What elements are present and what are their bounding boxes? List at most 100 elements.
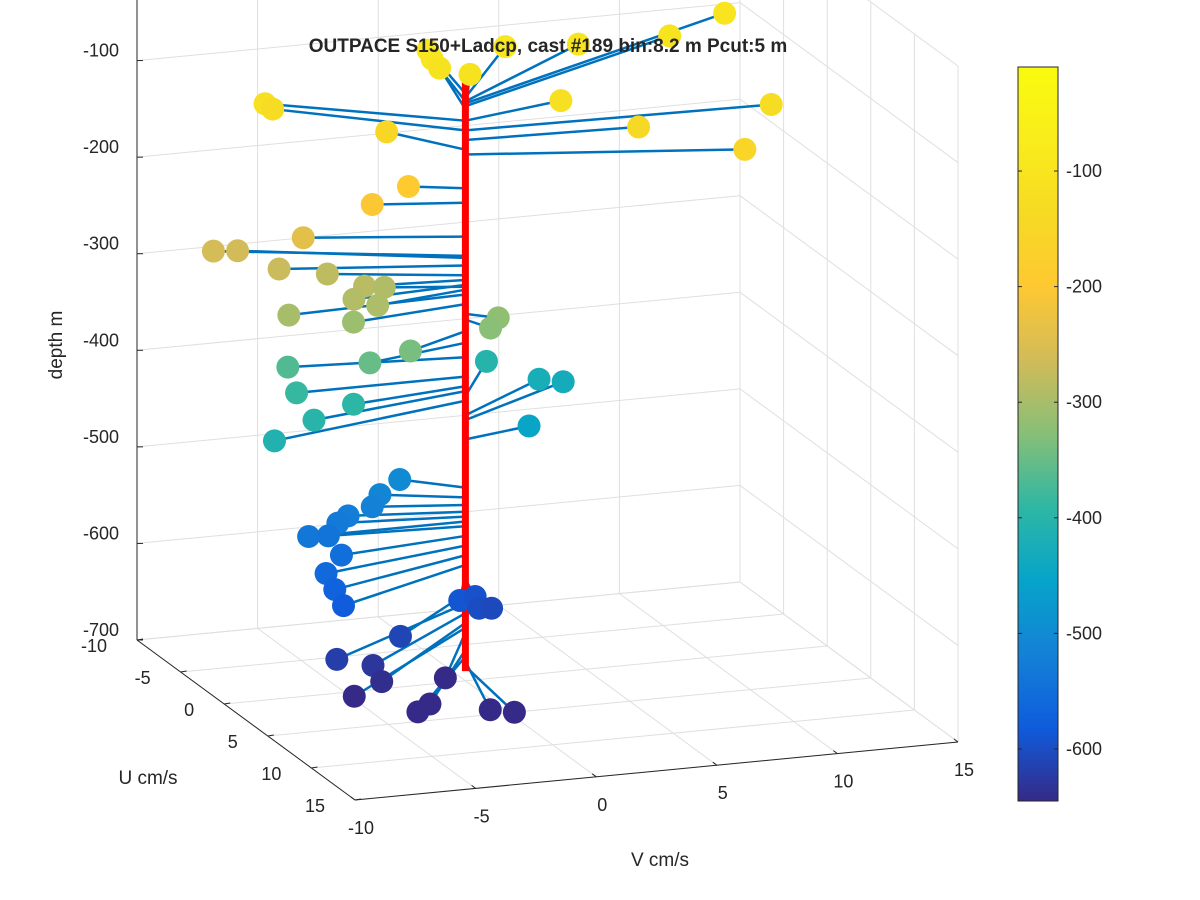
u-tick-labels: -10 -5 0 5 10 15 [81,636,325,816]
velocity-stem [465,148,745,156]
grid-line [180,613,784,673]
data-point [517,414,541,438]
velocity-stem [465,99,562,122]
data-point [267,257,291,281]
data-point [342,684,366,708]
data-point [433,666,457,690]
grid-line [739,485,959,646]
data-point [316,524,340,548]
grid-line [867,0,959,67]
data-point [277,303,301,327]
grid-line [619,593,838,755]
colorbar: -100 -200 -300 -400 -500 -600 [1017,66,1102,802]
data-point [315,262,339,286]
y-tick [267,734,274,737]
depth-tick-label: -600 [83,523,119,543]
data-point [342,287,366,311]
grid-line [498,604,718,766]
data-point [375,120,399,144]
data-point [276,355,300,379]
u-tick-label: -5 [135,668,151,688]
data-point [396,175,420,199]
velocity-stem [279,264,466,271]
data-point [360,495,384,519]
velocity-stem [372,201,466,206]
y-tick [180,670,187,673]
data-point [388,467,412,491]
x-tick [712,761,718,766]
data-point [474,349,498,373]
v-tick-label: 0 [597,795,607,815]
data-point [342,310,366,334]
velocity-stem [334,554,466,591]
velocity-stem [465,103,772,132]
v-tick-label: -5 [474,806,490,826]
data-point [360,192,384,216]
grid-line [257,627,476,789]
velocity-stem [337,515,466,525]
axes-box [136,0,959,801]
grid-line [377,616,597,778]
data-point [332,594,355,618]
velocity-stem [379,493,466,499]
grid-line [739,195,959,357]
v-tick-label: -10 [348,818,374,838]
u-tick-label: 5 [228,732,238,752]
velocity-stem [386,130,466,151]
colorbar-tick-label: -500 [1066,623,1102,643]
depth-tick-label: -500 [83,427,119,447]
velocity-stem [372,612,467,667]
grid-line [739,388,959,550]
velocity-stem [353,385,466,406]
data-point [291,226,315,250]
velocity-stem [343,563,466,607]
data-point [285,381,309,405]
velocity-stem [341,534,466,557]
data-point [226,239,250,263]
grid-line [739,2,959,163]
v-tick-label: 15 [954,760,974,780]
velocity-stem [464,43,579,103]
velocity-stem [465,125,639,142]
velocity-stem [464,380,564,422]
data-point [201,239,225,263]
z-axis-label: depth m [46,311,67,380]
colorbar-tick-label: -300 [1066,392,1102,412]
velocity-stem [237,249,466,260]
velocity-stem [272,107,466,132]
data-point [366,293,390,317]
data-point [478,698,502,722]
grid-line [224,645,828,705]
u-tick-label: 10 [261,764,281,784]
data-point [428,56,452,80]
data-point [479,316,503,340]
data-point [262,429,286,453]
data-point [627,115,651,139]
u-tick-label: -10 [81,636,107,656]
x-tick [350,796,356,801]
velocity-stem [328,525,466,538]
v-tick-labels: -10 -5 0 5 10 15 [348,760,974,838]
depth-tick-labels: 0-100-200-300-400-500-600-700 [83,41,119,640]
data-point [325,647,349,671]
depth-tick-label: -400 [83,330,119,350]
velocity-stem [464,12,726,105]
data-point [329,543,353,567]
data-point [551,370,575,394]
y-axis-line [136,639,356,801]
velocity-stem [464,34,671,108]
velocity-stem [325,544,466,575]
data-point [398,339,422,363]
data-point [372,275,396,299]
velocity-stem [313,389,466,422]
u-tick-label: 0 [184,700,194,720]
x-tick [953,738,959,743]
y-tick [224,702,231,705]
data-point [502,700,526,724]
grid-line [739,581,959,743]
data-point [406,700,430,724]
grid-line [136,388,741,448]
v-tick-label: 5 [718,783,728,803]
colorbar-tick-label: -100 [1066,161,1102,181]
data-point [388,624,412,648]
